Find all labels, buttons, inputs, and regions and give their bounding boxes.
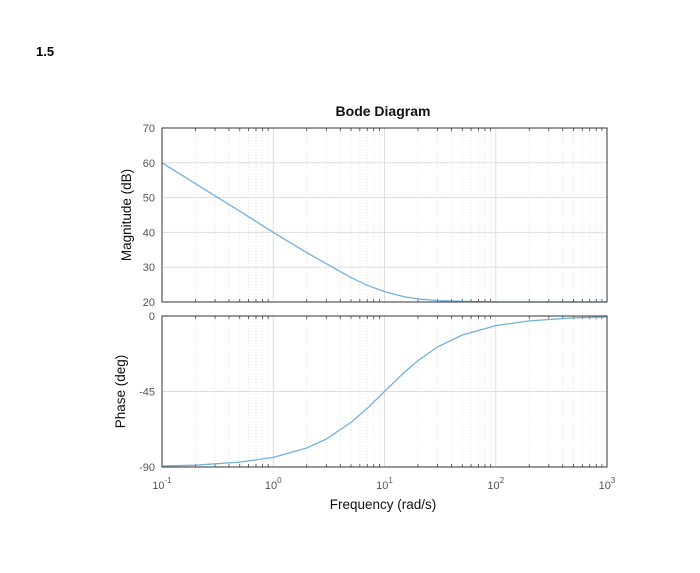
phase-y-tick-label: -45: [139, 387, 155, 399]
section-number: 1.5: [36, 44, 55, 59]
x-tick-label: 102: [487, 476, 504, 492]
magnitude-y-tick-label: 40: [143, 227, 155, 239]
phase-y-tick-label: 0: [149, 311, 155, 323]
chart-title: Bode Diagram: [336, 103, 431, 119]
magnitude-y-axis-label: Magnitude (dB): [119, 169, 134, 261]
magnitude-y-tick-label: 30: [143, 262, 155, 274]
x-tick-label: 101: [376, 476, 393, 492]
phase-axes-box: [161, 315, 608, 468]
magnitude-axes-box: [161, 127, 608, 303]
magnitude-y-tick-label: 20: [143, 297, 155, 309]
x-tick-label: 10-1: [152, 476, 172, 492]
x-axis-label: Frequency (rad/s): [330, 497, 437, 512]
magnitude-y-tick-label: 50: [143, 193, 155, 205]
x-tick-label: 100: [265, 476, 282, 492]
phase-series-line: [161, 316, 608, 467]
x-tick-label: 103: [599, 476, 616, 492]
magnitude-y-tick-label: 70: [143, 123, 155, 135]
phase-y-tick-label: -90: [139, 462, 155, 474]
magnitude-y-tick-label: 60: [143, 158, 155, 170]
phase-y-axis-label: Phase (deg): [113, 355, 128, 429]
